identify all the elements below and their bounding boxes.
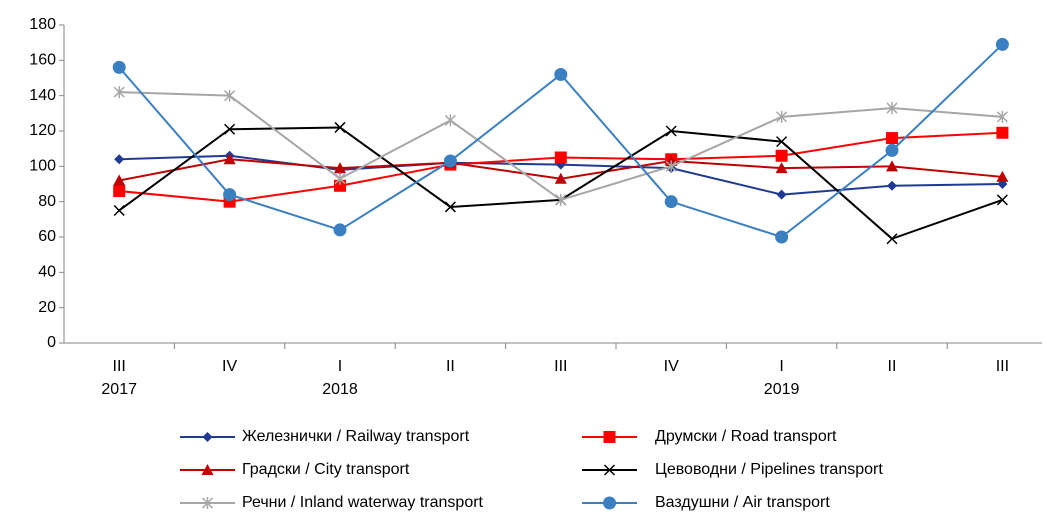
y-tick-label: 60 (38, 228, 56, 245)
marker (333, 223, 347, 237)
x-tick-label: III (996, 358, 1009, 375)
marker (995, 37, 1009, 51)
legend-label: Цевоводни / Pipelines transport (655, 461, 883, 478)
marker (886, 233, 898, 245)
y-tick-label: 160 (29, 52, 56, 69)
x-group-label: 2018 (322, 381, 358, 398)
marker (334, 172, 346, 185)
marker (201, 464, 214, 475)
legend-label: Ваздушни / Air transport (655, 494, 830, 511)
marker (886, 160, 898, 172)
y-tick-label: 0 (47, 334, 56, 351)
marker (996, 110, 1008, 123)
legend-label: Речни / Inland waterway transport (242, 494, 484, 511)
marker (113, 185, 126, 198)
series-line (119, 91, 1003, 202)
x-group-label: 2019 (764, 381, 800, 398)
marker (334, 121, 346, 133)
marker (334, 179, 346, 192)
marker (114, 154, 125, 165)
marker (201, 497, 214, 509)
marker (996, 194, 1008, 206)
marker (443, 154, 457, 168)
marker (223, 188, 237, 202)
x-group-label: 2017 (101, 381, 137, 398)
marker (996, 170, 1009, 182)
x-tick-label: III (554, 358, 567, 375)
marker (665, 125, 677, 137)
marker (113, 86, 125, 99)
marker (555, 193, 567, 206)
y-tick-label: 20 (38, 299, 56, 316)
marker (775, 162, 788, 174)
marker (224, 123, 236, 135)
y-tick-label: 40 (38, 264, 56, 281)
marker (885, 143, 899, 157)
y-tick-label: 180 (29, 16, 56, 33)
y-tick-label: 80 (38, 193, 56, 210)
x-tick-label: II (888, 358, 897, 375)
marker (554, 67, 568, 81)
x-tick-label: IV (222, 358, 237, 375)
marker (554, 172, 567, 184)
marker (444, 201, 456, 213)
legend-label: Градски / City transport (242, 461, 410, 478)
marker (664, 195, 678, 209)
marker (776, 189, 787, 200)
marker (996, 126, 1009, 139)
x-tick-label: IV (664, 358, 679, 375)
x-tick-label: I (779, 358, 783, 375)
marker (603, 431, 616, 443)
marker (554, 151, 567, 164)
marker (603, 496, 616, 510)
y-tick-label: 120 (29, 122, 56, 139)
marker (603, 464, 616, 476)
marker (665, 160, 677, 173)
marker (776, 110, 788, 123)
marker (202, 432, 213, 442)
x-tick-label: II (446, 358, 455, 375)
legend-label: Железнички / Railway transport (242, 428, 470, 445)
legend-label: Друмски / Road transport (655, 428, 837, 445)
x-tick-label: III (113, 358, 126, 375)
marker (887, 180, 897, 191)
y-tick-label: 140 (29, 87, 56, 104)
marker (224, 89, 236, 102)
marker (775, 230, 789, 244)
marker (113, 174, 126, 186)
y-tick-label: 100 (29, 158, 56, 175)
x-tick-label: I (338, 358, 342, 375)
marker (775, 149, 788, 162)
marker (444, 114, 456, 127)
marker (334, 162, 346, 174)
marker (886, 132, 898, 145)
marker (776, 136, 788, 148)
marker (112, 60, 126, 74)
marker (223, 153, 236, 165)
marker (886, 102, 898, 115)
marker (113, 204, 125, 217)
